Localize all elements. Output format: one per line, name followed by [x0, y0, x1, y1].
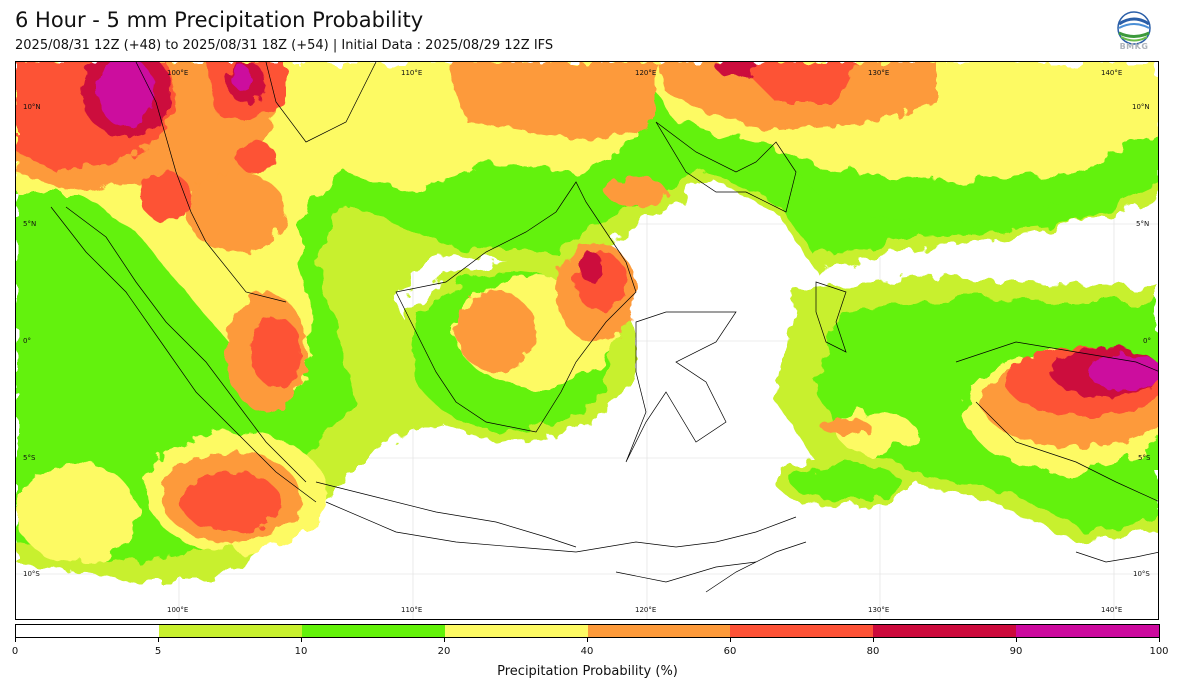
colorbar-tick-10: 10 — [294, 646, 308, 657]
lat-label-10n-right: 10°N — [1132, 103, 1150, 111]
colorbar-tick-40: 40 — [580, 646, 594, 657]
colorbar-segment-5-10 — [158, 625, 302, 637]
colorbar-tickmark — [873, 638, 874, 642]
map-subtitle: 2025/08/31 12Z (+48) to 2025/08/31 18Z (… — [15, 38, 554, 53]
lat-label-5n-right: 5°N — [1136, 220, 1150, 228]
colorbar-tickmark — [15, 638, 16, 642]
colorbar-tick-100: 100 — [1149, 646, 1169, 657]
colorbar-tick-20: 20 — [437, 646, 451, 657]
colorbar-tick-5: 5 — [154, 646, 162, 657]
lon-label-110e-top: 110°E — [401, 69, 423, 77]
colorbar-tickmark — [587, 638, 588, 642]
colorbar-tick-90: 90 — [1009, 646, 1023, 657]
lon-label-120e-bottom: 120°E — [635, 606, 657, 614]
colorbar-tickmark — [1016, 638, 1017, 642]
colorbar-tickmark — [301, 638, 302, 642]
lon-label-100e-top: 100°E — [167, 69, 189, 77]
lon-label-140e-top: 140°E — [1101, 69, 1123, 77]
probability-90-100 — [98, 62, 1158, 390]
map-title: 6 Hour - 5 mm Precipitation Probability — [15, 8, 424, 32]
lon-label-130e-top: 130°E — [868, 69, 890, 77]
lon-label-100e-bottom: 100°E — [167, 606, 189, 614]
lat-label-5s-right: 5°S — [1138, 454, 1151, 462]
coastlines — [50, 62, 1158, 593]
bmkg-logo-icon — [1117, 11, 1151, 45]
lat-label-5s-left: 5°S — [23, 454, 36, 462]
logo-text: BMKG — [1119, 42, 1149, 51]
lat-label-0-left: 0° — [23, 337, 31, 345]
lon-label-120e-top: 120°E — [635, 69, 657, 77]
colorbar-segment-80-90 — [873, 625, 1017, 637]
colorbar — [15, 624, 1160, 638]
colorbar-segment-40-60 — [587, 625, 731, 637]
colorbar-segment-60-80 — [730, 625, 874, 637]
lon-label-140e-bottom: 140°E — [1101, 606, 1123, 614]
lat-label-10s-right: 10°S — [1133, 570, 1150, 578]
colorbar-segment-10-20 — [301, 625, 445, 637]
colorbar-tick-80: 80 — [866, 646, 880, 657]
colorbar-tickmark — [730, 638, 731, 642]
colorbar-tick-60: 60 — [723, 646, 737, 657]
colorbar-tickmark — [158, 638, 159, 642]
map-canvas — [16, 62, 1158, 619]
colorbar-tickmark — [1159, 638, 1160, 642]
colorbar-segment-20-40 — [444, 625, 588, 637]
precipitation-map: 100°E 110°E 120°E 130°E 140°E 100°E 110°… — [15, 61, 1159, 620]
colorbar-label: Precipitation Probability (%) — [497, 664, 678, 679]
colorbar-tick-0: 0 — [11, 646, 19, 657]
lat-label-5n-left: 5°N — [23, 220, 37, 228]
lon-label-130e-bottom: 130°E — [868, 606, 890, 614]
colorbar-segment-0-5 — [16, 625, 159, 637]
colorbar-tickmark — [444, 638, 445, 642]
lat-label-0-right: 0° — [1143, 337, 1151, 345]
lat-label-10s-left: 10°S — [23, 570, 40, 578]
lon-label-110e-bottom: 110°E — [401, 606, 423, 614]
colorbar-segment-90-100 — [1016, 625, 1159, 637]
lat-label-10n-left: 10°N — [23, 103, 41, 111]
